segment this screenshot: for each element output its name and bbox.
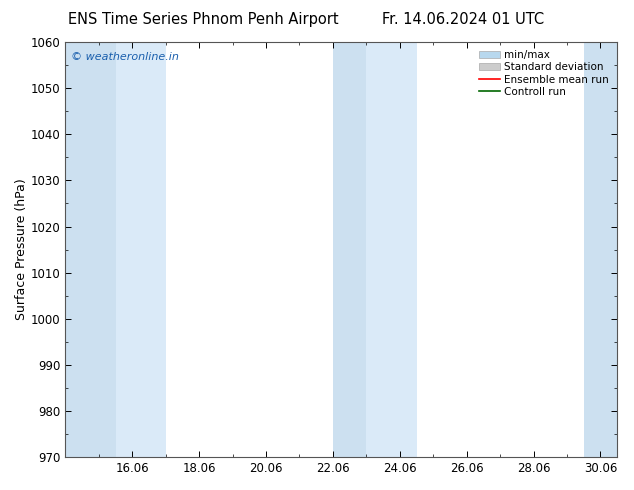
Y-axis label: Surface Pressure (hPa): Surface Pressure (hPa) bbox=[15, 179, 28, 320]
Bar bbox=[366, 42, 417, 457]
Bar bbox=[584, 42, 618, 457]
Bar bbox=[115, 42, 165, 457]
Bar bbox=[65, 42, 115, 457]
Bar bbox=[333, 42, 366, 457]
Text: © weatheronline.in: © weatheronline.in bbox=[71, 52, 179, 62]
Legend: min/max, Standard deviation, Ensemble mean run, Controll run: min/max, Standard deviation, Ensemble me… bbox=[476, 47, 612, 100]
Text: ENS Time Series Phnom Penh Airport: ENS Time Series Phnom Penh Airport bbox=[68, 12, 338, 27]
Text: Fr. 14.06.2024 01 UTC: Fr. 14.06.2024 01 UTC bbox=[382, 12, 544, 27]
